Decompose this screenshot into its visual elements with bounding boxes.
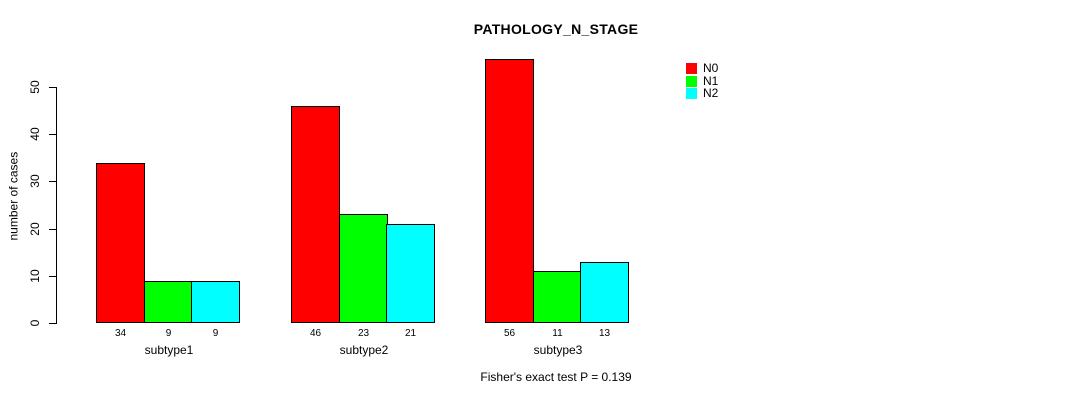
x-category-label: subtype1: [144, 343, 194, 357]
bar-N2-subtype2: [386, 223, 435, 323]
y-axis-line: [56, 87, 57, 324]
bar-value-label: 9: [165, 328, 172, 339]
bar-value-label: 23: [357, 328, 370, 339]
bar-N1-subtype3: [533, 271, 582, 323]
legend-item-N0: N0: [686, 61, 719, 75]
bar-N1-subtype1: [144, 280, 193, 323]
y-tick: [49, 181, 56, 183]
legend-swatch-N0: [686, 63, 697, 74]
legend-item-N2: N2: [686, 86, 719, 101]
y-tick-label: 0: [28, 319, 42, 327]
legend-label: N2: [703, 86, 719, 101]
y-tick: [49, 87, 56, 88]
bar-value-label: 21: [404, 328, 417, 339]
y-tick: [49, 134, 56, 136]
x-category-label: subtype2: [339, 343, 389, 357]
legend-swatch-N2: [686, 88, 697, 100]
y-tick-label: 40: [28, 127, 42, 141]
stat-caption: Fisher's exact test P = 0.139: [480, 370, 632, 384]
bar-value-label: 11: [552, 328, 563, 339]
bar-N2-subtype3: [580, 261, 629, 323]
y-axis-label: number of cases: [6, 151, 21, 241]
legend-item-N1: N1: [686, 73, 719, 88]
bar-N2-subtype1: [191, 280, 240, 323]
bar-N0-subtype3: [485, 58, 534, 323]
bar-N0-subtype2: [291, 105, 340, 323]
legend-swatch-N1: [686, 75, 697, 87]
y-tick: [49, 323, 56, 324]
y-tick: [49, 275, 56, 277]
bar-value-label: 13: [598, 328, 611, 339]
bar-N0-subtype1: [96, 162, 145, 323]
y-tick-label: 50: [28, 80, 42, 94]
bar-value-label: 34: [114, 328, 127, 339]
legend: N0 N1 N2: [686, 61, 719, 101]
y-tick-label: 10: [28, 269, 42, 283]
legend-label: N0: [703, 61, 719, 75]
y-tick-label: 20: [28, 221, 42, 236]
x-category-label: subtype3: [533, 343, 583, 357]
bar-N1-subtype2: [339, 214, 388, 323]
y-tick-label: 30: [28, 174, 42, 189]
chart-title: PATHOLOGY_N_STAGE: [473, 21, 639, 37]
legend-label: N1: [703, 73, 719, 88]
bar-value-label: 56: [503, 328, 516, 339]
bar-value-label: 9: [212, 328, 219, 339]
y-tick: [49, 228, 56, 230]
bar-value-label: 46: [309, 328, 322, 339]
